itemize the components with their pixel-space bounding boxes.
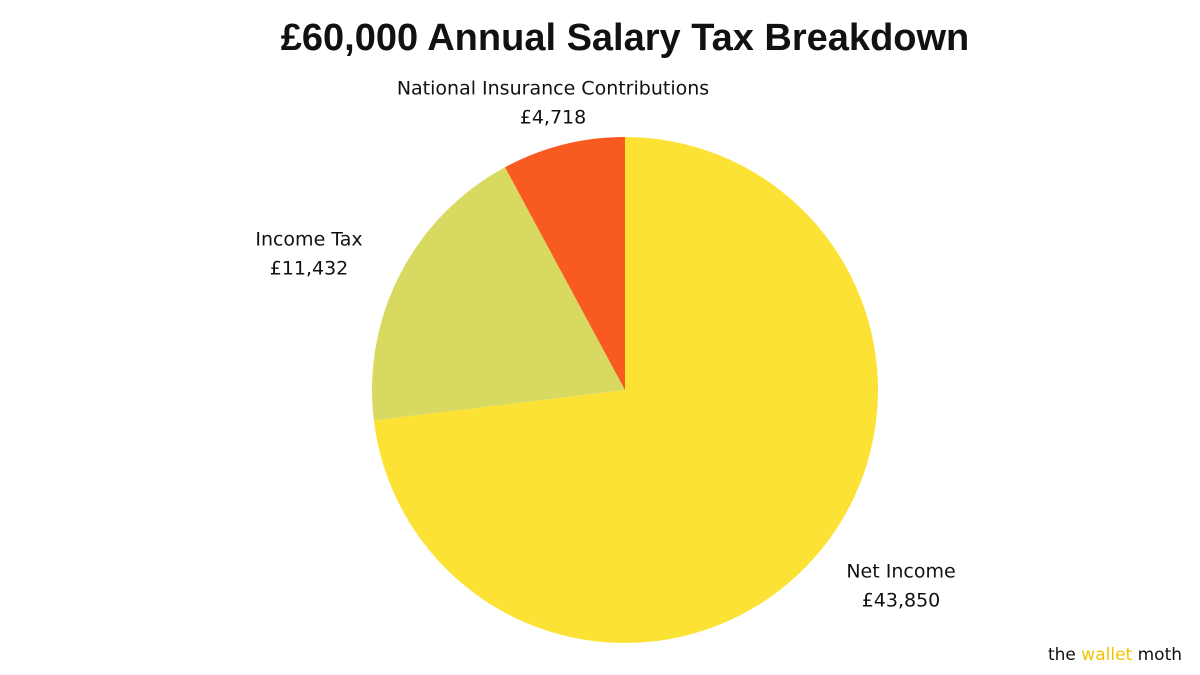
pie-slice xyxy=(373,137,879,643)
brand-part: moth xyxy=(1138,645,1182,665)
pie-slice xyxy=(372,167,625,421)
chart-title: £60,000 Annual Salary Tax Breakdown xyxy=(281,17,970,59)
slice-label: Net Income xyxy=(846,561,955,583)
slice-label: National Insurance Contributions xyxy=(397,78,709,100)
pie-slice xyxy=(505,137,625,390)
brand-part: wallet xyxy=(1081,645,1132,665)
slice-value: £4,718 xyxy=(520,107,586,129)
slice-label: Income Tax xyxy=(255,229,362,251)
brand-part: the xyxy=(1048,645,1076,665)
slice-value: £43,850 xyxy=(862,590,941,612)
brand: the wallet moth xyxy=(1048,645,1182,665)
slice-value: £11,432 xyxy=(270,258,349,280)
